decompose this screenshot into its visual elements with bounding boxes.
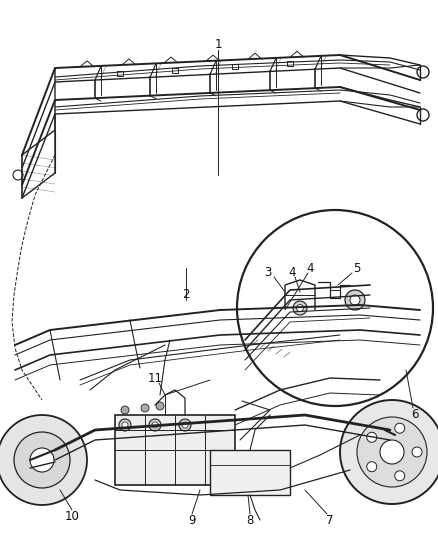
Text: 2: 2 [182, 288, 190, 302]
Circle shape [412, 447, 422, 457]
Circle shape [345, 290, 365, 310]
Circle shape [179, 419, 191, 431]
Text: 1: 1 [214, 38, 222, 52]
Circle shape [0, 415, 87, 505]
Circle shape [297, 304, 304, 311]
Circle shape [367, 432, 377, 442]
Text: 11: 11 [148, 372, 162, 384]
Circle shape [156, 402, 164, 410]
Circle shape [119, 419, 131, 431]
Text: 7: 7 [326, 513, 334, 527]
Text: 10: 10 [64, 510, 79, 522]
Circle shape [141, 404, 149, 412]
Circle shape [367, 462, 377, 472]
Bar [232, 64, 238, 69]
Text: 9: 9 [188, 513, 196, 527]
Circle shape [121, 406, 129, 414]
Circle shape [149, 419, 161, 431]
FancyBboxPatch shape [210, 450, 290, 495]
Text: 4: 4 [288, 265, 296, 279]
FancyBboxPatch shape [115, 415, 235, 485]
Circle shape [350, 295, 360, 305]
Circle shape [357, 417, 427, 487]
Text: 8: 8 [246, 513, 254, 527]
Circle shape [395, 471, 405, 481]
Circle shape [293, 301, 307, 315]
Circle shape [395, 423, 405, 433]
Text: 5: 5 [353, 262, 360, 274]
Circle shape [122, 422, 128, 428]
Circle shape [380, 440, 404, 464]
Text: 3: 3 [264, 265, 272, 279]
Circle shape [152, 422, 158, 428]
Text: 6: 6 [411, 408, 419, 422]
Circle shape [182, 422, 188, 428]
Circle shape [340, 400, 438, 504]
Bar [172, 68, 178, 73]
Circle shape [30, 448, 54, 472]
Bar [117, 71, 123, 76]
Bar [287, 61, 293, 66]
Circle shape [14, 432, 70, 488]
Text: 4: 4 [306, 262, 314, 274]
